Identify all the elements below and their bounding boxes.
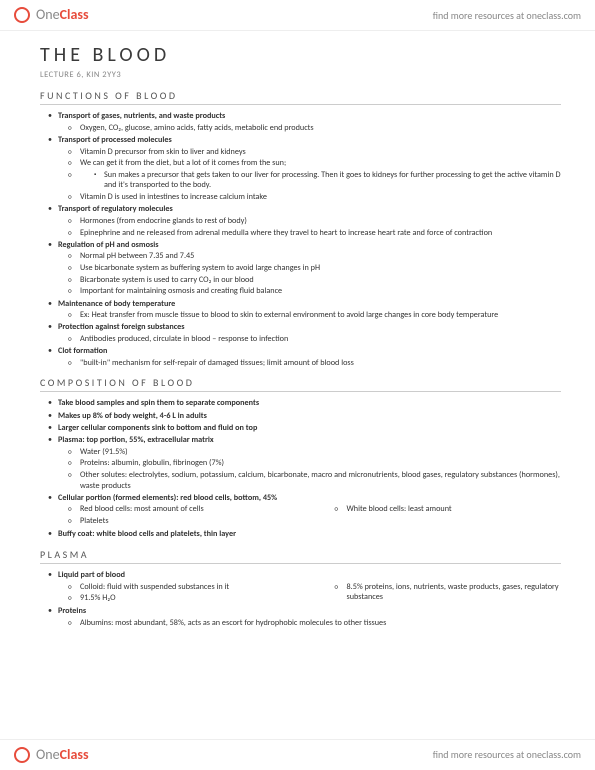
- list-subitem: Use bicarbonate system as buffering syst…: [58, 263, 561, 274]
- list-item-label: Take blood samples and spin them to sepa…: [58, 398, 259, 408]
- list-subitem: Proteins: albumin, globulin, fibrinogen …: [58, 458, 561, 469]
- list-item-label: Regulation of pH and osmosis: [58, 240, 159, 250]
- list-subitem: Red blood cells: most amount of cells: [58, 504, 295, 515]
- list-item-label: Clot formation: [58, 346, 107, 356]
- list-subitem: Albumins: most abundant, 58%, acts as an…: [58, 618, 561, 629]
- list-subitem: White blood cells: least amount: [325, 504, 562, 515]
- list-subsubitem: Sun makes a precursor that gets taken to…: [80, 170, 561, 191]
- list-subitem: Epinephrine and ne released from adrenal…: [58, 228, 561, 239]
- list-item: Cellular portion (formed elements): red …: [40, 493, 561, 528]
- brand-logo-bottom: OneClass: [14, 746, 89, 764]
- list-item-label: Transport of regulatory molecules: [58, 204, 173, 214]
- list-item: Take blood samples and spin them to sepa…: [40, 398, 561, 409]
- list-item-label: Liquid part of blood: [58, 570, 125, 580]
- list-subitem: 8.5% proteins, ions, nutrients, waste pr…: [325, 582, 562, 603]
- list-item: Clot formation "built-in" mechanism for s…: [40, 346, 561, 368]
- list-item-label: Maintenance of body temperature: [58, 299, 175, 309]
- list-subitem: "built-in" mechanism for self-repair of …: [58, 358, 561, 369]
- page-title: THE BLOOD: [40, 42, 561, 68]
- list-item-label: Buffy coat: white blood cells and platel…: [58, 529, 236, 539]
- list-item: Regulation of pH and osmosisNormal pH be…: [40, 240, 561, 297]
- brand-text-class: Class: [60, 6, 89, 23]
- list-item: Transport of regulatory molecules Hormone…: [40, 204, 561, 238]
- list-subitem: We can get it from the diet, but a lot o…: [58, 158, 561, 169]
- list-item: Plasma: top portion, 55%, extracellular …: [40, 435, 561, 491]
- list-subitem: Normal pH between 7.35 and 7.45: [58, 251, 561, 262]
- resource-link-bottom[interactable]: find more resources at oneclass.com: [433, 748, 581, 761]
- list-item: Transport of gases, nutrients, and waste…: [40, 111, 561, 133]
- list-item: Maintenance of body temperatureEx: Heat …: [40, 299, 561, 321]
- list-item: Buffy coat: white blood cells and platel…: [40, 529, 561, 540]
- list-item-label: Cellular portion (formed elements): red …: [58, 493, 277, 503]
- list-item: Makes up 8% of body weight, 4-6 L in adu…: [40, 411, 561, 422]
- list-subitem: Other solutes: electrolytes, sodium, pot…: [58, 470, 561, 491]
- bottom-bar: OneClass find more resources at oneclass…: [0, 739, 595, 770]
- list-subitem: Platelets: [58, 516, 295, 527]
- list-subitem: Bicarbonate system is used to carry CO₂ …: [58, 275, 561, 286]
- functions-list: Transport of gases, nutrients, and waste…: [40, 111, 561, 368]
- list-item-label: Makes up 8% of body weight, 4-6 L in adu…: [58, 411, 207, 421]
- section-rule: [40, 104, 561, 105]
- composition-list: Take blood samples and spin them to sepa…: [40, 398, 561, 539]
- brand-text-one: One: [36, 6, 60, 23]
- plasma-list: Liquid part of blood Colloid: fluid with …: [40, 570, 561, 629]
- list-item-label: Plasma: top portion, 55%, extracellular …: [58, 435, 214, 445]
- list-subitem: Antibodies produced, circulate in blood …: [58, 334, 561, 345]
- section-rule: [40, 563, 561, 564]
- list-item-label: Transport of gases, nutrients, and waste…: [58, 111, 225, 121]
- resource-link-top[interactable]: find more resources at oneclass.com: [433, 9, 581, 22]
- list-item-label: Proteins: [58, 606, 86, 616]
- list-subitem: Colloid: fluid with suspended substances…: [58, 582, 295, 593]
- list-item: Larger cellular components sink to botto…: [40, 423, 561, 434]
- list-subitem: Hormones (from endocrine glands to rest …: [58, 216, 561, 227]
- brand-text-one: One: [36, 746, 60, 763]
- brand-circle-icon: [14, 747, 30, 763]
- brand-circle-icon: [14, 7, 30, 23]
- list-subitem: 91.5% H₂O: [58, 593, 295, 604]
- section-rule: [40, 391, 561, 392]
- page-subtitle: LECTURE 6, KIN 2YY3: [40, 70, 561, 81]
- list-subitem: Important for maintaining osmosis and cr…: [58, 286, 561, 297]
- top-bar: OneClass find more resources at oneclass…: [0, 0, 595, 31]
- list-item: Transport of processed molecules Vitamin …: [40, 135, 561, 203]
- list-subitem: Sun makes a precursor that gets taken to…: [58, 170, 561, 191]
- document-page: THE BLOOD LECTURE 6, KIN 2YY3 FUNCTIONS …: [0, 30, 595, 740]
- list-item: Protection against foreign substances Ant…: [40, 322, 561, 344]
- brand-logo: OneClass: [14, 6, 89, 24]
- list-subitem: Oxygen, CO₂, glucose, amino acids, fatty…: [58, 123, 561, 134]
- list-subitem: Water (91.5%): [58, 447, 561, 458]
- section-heading-plasma: PLASMA: [40, 548, 561, 561]
- list-item-label: Protection against foreign substances: [58, 322, 185, 332]
- section-heading-composition: COMPOSITION OF BLOOD: [40, 376, 561, 389]
- list-item: Liquid part of blood Colloid: fluid with …: [40, 570, 561, 605]
- list-item-label: Larger cellular components sink to botto…: [58, 423, 257, 433]
- list-subitem: Vitamin D is used in intestines to incre…: [58, 192, 561, 203]
- list-item: Proteins Albumins: most abundant, 58%, ac…: [40, 606, 561, 628]
- list-item-label: Transport of processed molecules: [58, 135, 172, 145]
- brand-text-class: Class: [60, 746, 89, 763]
- list-subitem: Ex: Heat transfer from muscle tissue to …: [58, 310, 561, 321]
- list-subitem: Vitamin D precursor from skin to liver a…: [58, 147, 561, 158]
- section-heading-functions: FUNCTIONS OF BLOOD: [40, 89, 561, 102]
